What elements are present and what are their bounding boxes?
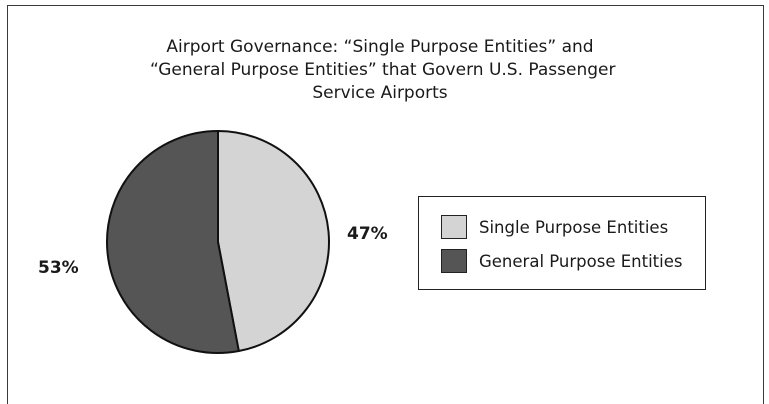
chart-title-line-1: Airport Governance: “Single Purpose Enti… bbox=[166, 37, 594, 57]
legend-item-general-purpose: General Purpose Entities bbox=[441, 248, 682, 274]
legend-swatch-general-purpose bbox=[441, 249, 467, 273]
legend-item-single-purpose: Single Purpose Entities bbox=[441, 214, 668, 240]
chart-title-line-2: “General Purpose Entities” that Govern U… bbox=[150, 60, 616, 80]
legend-swatch-single-purpose bbox=[441, 215, 467, 239]
pie-slice-general-purpose bbox=[106, 130, 240, 354]
chart-title: Airport Governance: “Single Purpose Enti… bbox=[150, 36, 616, 105]
legend-label-general-purpose: General Purpose Entities bbox=[479, 251, 683, 271]
chart-title-line-3: Service Airports bbox=[312, 83, 448, 103]
pie-slice-single-purpose bbox=[217, 130, 330, 353]
chart-legend: Single Purpose Entities General Purpose … bbox=[418, 196, 706, 290]
pie-slices bbox=[106, 130, 330, 354]
slice-label-single-purpose: 47% bbox=[347, 224, 388, 244]
legend-label-single-purpose: Single Purpose Entities bbox=[479, 217, 669, 237]
slice-label-general-purpose: 53% bbox=[38, 258, 79, 278]
